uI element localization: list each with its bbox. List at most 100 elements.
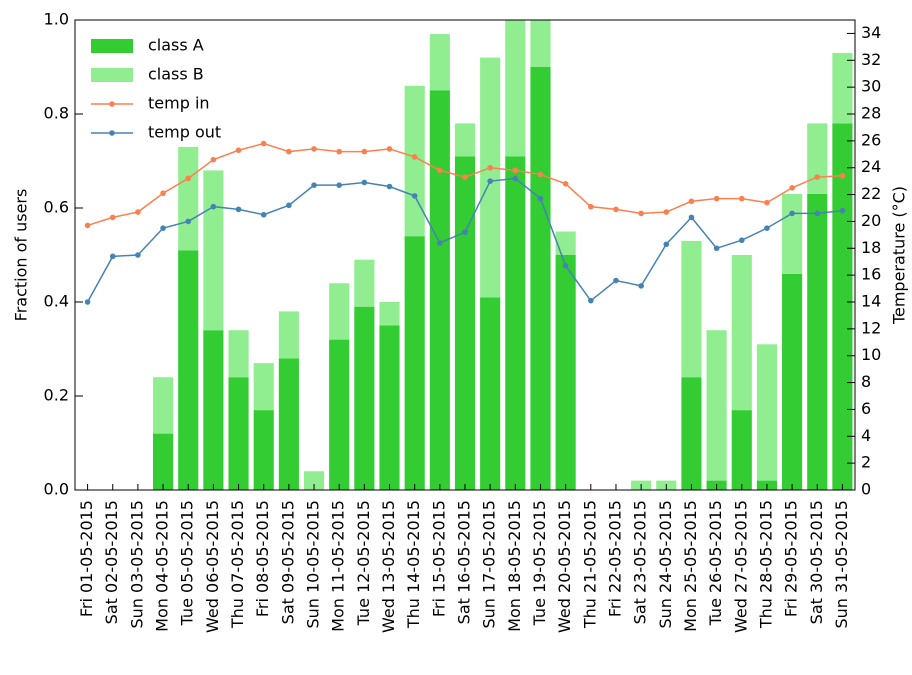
bar xyxy=(706,330,727,481)
marker xyxy=(789,185,795,191)
x-tick-label: Wed 20-05-2015 xyxy=(555,500,574,633)
marker xyxy=(260,211,267,218)
x-tick-label: Tue 19-05-2015 xyxy=(530,500,549,626)
x-tick-label: Sat 23-05-2015 xyxy=(631,500,650,624)
marker xyxy=(512,175,519,182)
marker xyxy=(160,225,166,231)
marker xyxy=(764,225,770,231)
marker xyxy=(210,203,217,210)
marker xyxy=(537,171,544,178)
marker xyxy=(286,148,292,155)
marker xyxy=(713,195,720,202)
bar xyxy=(832,52,853,124)
y2-tick-label: 14 xyxy=(861,292,881,311)
x-tick-label: Sun 10-05-2015 xyxy=(304,500,323,629)
bar xyxy=(253,410,274,490)
marker xyxy=(839,207,846,214)
x-tick-label: Fri 29-05-2015 xyxy=(782,500,801,617)
y2-tick-label: 10 xyxy=(861,345,881,364)
marker xyxy=(487,164,493,171)
y2-tick-label: 16 xyxy=(861,265,881,284)
bar xyxy=(807,123,828,194)
y2-tick-label: 18 xyxy=(861,238,881,257)
y-tick-label: 0.0 xyxy=(44,480,69,499)
marker xyxy=(160,190,166,197)
plot-area xyxy=(84,20,853,490)
x-tick-label: Mon 18-05-2015 xyxy=(505,500,524,632)
marker xyxy=(562,262,569,269)
x-tick-label: Tue 26-05-2015 xyxy=(706,500,725,626)
bar xyxy=(404,236,425,490)
marker xyxy=(462,174,468,180)
x-tick-label: Sat 09-05-2015 xyxy=(278,500,297,624)
marker xyxy=(135,209,141,215)
x-tick-label: Sat 02-05-2015 xyxy=(102,500,121,624)
bar xyxy=(329,283,350,340)
x-tick-label: Tue 12-05-2015 xyxy=(354,500,373,626)
bar xyxy=(153,377,174,434)
bar xyxy=(530,67,551,490)
marker xyxy=(512,167,519,174)
legend-marker xyxy=(109,101,115,107)
marker xyxy=(386,183,393,190)
marker xyxy=(84,222,91,229)
marker xyxy=(638,210,644,217)
marker xyxy=(437,240,443,246)
marker xyxy=(537,195,544,202)
legend-swatch xyxy=(91,39,133,53)
bar xyxy=(429,34,450,91)
bar xyxy=(480,57,501,298)
marker xyxy=(411,154,418,160)
marker xyxy=(814,174,821,180)
marker xyxy=(814,210,821,217)
bar xyxy=(153,433,174,490)
marker xyxy=(311,146,317,152)
bar xyxy=(731,410,752,490)
x-tick-label: Sun 03-05-2015 xyxy=(127,500,146,629)
bar xyxy=(530,20,551,67)
bar xyxy=(354,259,375,307)
bar xyxy=(303,471,325,490)
marker xyxy=(738,195,745,202)
marker xyxy=(562,181,569,187)
x-tick-label: Wed 13-05-2015 xyxy=(379,500,398,633)
bar xyxy=(203,330,224,490)
marker xyxy=(361,179,368,186)
bar xyxy=(807,193,828,490)
bar xyxy=(832,123,853,490)
marker xyxy=(663,241,670,248)
y-tick-label: 0.4 xyxy=(44,292,69,311)
x-tick-label: Mon 25-05-2015 xyxy=(681,500,700,632)
x-tick-label: Thu 28-05-2015 xyxy=(756,500,775,629)
x-tick-label: Thu 14-05-2015 xyxy=(404,500,423,629)
marker xyxy=(411,193,418,199)
bar xyxy=(203,170,224,331)
y2-tick-label: 2 xyxy=(861,453,871,472)
marker xyxy=(109,253,116,260)
x-tick-label: Tue 05-05-2015 xyxy=(178,500,197,626)
bar xyxy=(228,377,249,490)
x-tick-label: Fri 22-05-2015 xyxy=(605,500,624,617)
bar xyxy=(782,273,803,490)
marker xyxy=(613,206,619,213)
marker xyxy=(437,167,443,174)
y-tick-label: 1.0 xyxy=(44,10,69,29)
x-tick-label: Mon 04-05-2015 xyxy=(153,500,172,632)
marker xyxy=(210,156,217,163)
marker xyxy=(185,175,192,182)
x-tick-label: Wed 27-05-2015 xyxy=(731,500,750,633)
marker xyxy=(361,148,368,155)
y2-tick-label: 24 xyxy=(861,157,881,176)
bar xyxy=(782,193,803,274)
y2-tick-label: 32 xyxy=(861,50,881,69)
y2-tick-label: 30 xyxy=(861,77,881,96)
x-tick-label: Thu 07-05-2015 xyxy=(228,500,247,629)
bar xyxy=(404,85,425,237)
bar xyxy=(278,358,299,490)
marker xyxy=(109,214,116,221)
marker xyxy=(336,148,342,155)
bar xyxy=(253,363,274,411)
marker xyxy=(260,140,267,147)
bar xyxy=(354,306,375,490)
